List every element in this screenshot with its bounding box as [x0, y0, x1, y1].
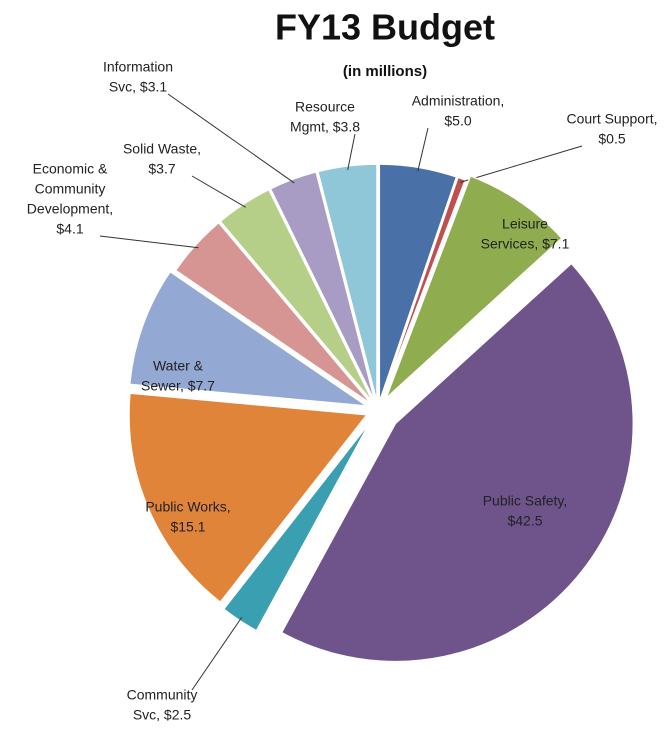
leader-line [460, 145, 583, 183]
slice-label: Water & [153, 358, 204, 374]
slice-label: $4.1 [56, 221, 83, 237]
pie-slice [219, 188, 375, 404]
leader-line [417, 127, 429, 172]
slice-label: Mgmt, $3.8 [290, 119, 360, 135]
slice-label: Svc, $3.1 [109, 79, 168, 95]
slice-label: Community [127, 687, 198, 703]
pie-slice [280, 262, 635, 663]
pie-slice [174, 221, 373, 406]
slice-label: Administration, [412, 93, 505, 109]
pie-slice [128, 392, 369, 604]
slice-label: $42.5 [507, 513, 542, 529]
pie-slice [128, 270, 370, 407]
leader-line [191, 175, 247, 208]
slice-label: Public Safety, [483, 493, 568, 509]
leader-line [167, 93, 295, 184]
slice-label: $0.5 [598, 131, 625, 147]
pie-slice [316, 163, 378, 403]
slice-label: Information [103, 59, 173, 75]
slice-label: Economic & [33, 161, 108, 177]
slice-label: Court Support, [566, 111, 657, 127]
slice-label: $3.7 [148, 161, 175, 177]
slice-label: $5.0 [444, 113, 471, 129]
slice-label: Development, [27, 201, 113, 217]
slice-label: Resource [295, 99, 355, 115]
slice-label: $15.1 [170, 519, 205, 535]
pie-slice [269, 171, 376, 403]
slice-label: Svc, $2.5 [133, 707, 192, 723]
pie-slice [385, 175, 563, 399]
leader-line [191, 616, 243, 691]
leader-line [99, 235, 199, 249]
slice-label: Services, $7.1 [481, 236, 570, 252]
chart-subtitle: (in millions) [343, 63, 427, 80]
slice-label: Solid Waste, [123, 141, 201, 157]
slice-label: Leisure [502, 216, 548, 232]
slice-label: Community [35, 181, 106, 197]
slice-label: Public Works, [145, 499, 230, 515]
slice-label: Sewer, $7.7 [141, 378, 215, 394]
pie-slice [380, 176, 467, 403]
chart-title: FY13 Budget [275, 7, 495, 48]
leader-line [347, 133, 356, 171]
